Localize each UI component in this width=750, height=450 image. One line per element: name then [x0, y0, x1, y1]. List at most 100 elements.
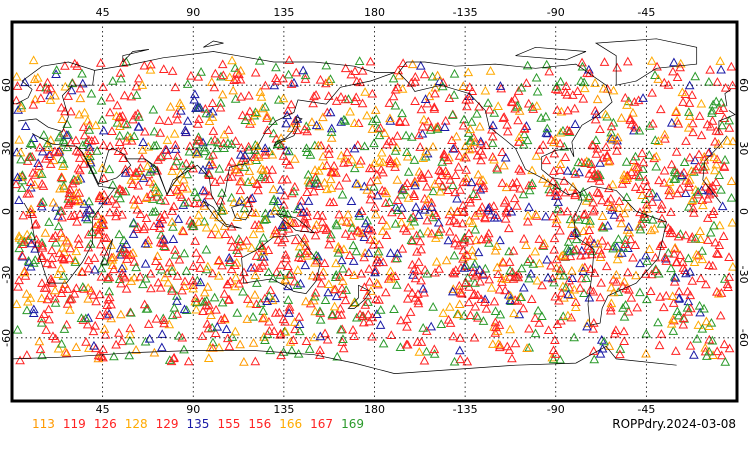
observation-marker [592, 171, 603, 181]
observation-marker [699, 151, 710, 161]
observation-marker [427, 212, 438, 222]
observation-marker [707, 260, 718, 270]
observation-marker [74, 153, 85, 162]
observation-marker [633, 95, 644, 105]
observation-marker [661, 290, 672, 300]
observation-marker [532, 86, 543, 96]
observation-marker [577, 61, 588, 71]
observation-marker [348, 256, 359, 265]
observation-marker [12, 81, 23, 90]
observation-marker [464, 82, 475, 91]
observation-marker [327, 310, 338, 320]
observation-marker [372, 175, 383, 185]
observation-marker [635, 258, 645, 268]
observation-marker [724, 343, 735, 353]
observation-marker [309, 332, 320, 342]
observation-marker [225, 255, 235, 265]
observation-marker [29, 179, 40, 189]
observation-marker [273, 196, 283, 206]
observation-marker [47, 245, 57, 255]
observation-marker [152, 165, 163, 175]
observation-marker [255, 298, 266, 307]
observation-marker [19, 237, 30, 246]
observation-marker [726, 192, 737, 202]
observation-marker [335, 303, 346, 313]
observation-marker [230, 281, 240, 291]
observation-marker [36, 198, 46, 207]
observation-marker [223, 138, 233, 148]
observation-marker [101, 233, 112, 242]
observation-marker [672, 168, 683, 177]
observation-marker [683, 122, 694, 132]
observation-marker [56, 102, 67, 112]
observation-marker [194, 114, 204, 123]
observation-marker [72, 216, 82, 226]
observation-marker [117, 268, 127, 278]
observation-marker [80, 212, 91, 222]
observation-marker [703, 235, 713, 244]
observation-marker [151, 186, 161, 196]
observation-marker [588, 323, 599, 333]
observation-marker [242, 294, 253, 303]
observation-marker [312, 255, 323, 265]
observation-marker [260, 174, 271, 184]
observation-marker [433, 217, 444, 227]
observation-marker [42, 84, 53, 94]
observation-marker [159, 315, 170, 325]
observation-marker [54, 132, 64, 142]
observation-marker [229, 197, 239, 207]
observation-marker [133, 180, 144, 190]
observation-marker [573, 214, 584, 224]
observation-marker [549, 137, 559, 147]
observation-marker [107, 75, 118, 85]
observation-marker [584, 244, 595, 254]
observation-marker [167, 217, 177, 226]
observation-marker [362, 110, 372, 120]
observation-marker [172, 114, 183, 124]
observation-marker [695, 273, 706, 283]
observation-marker [89, 264, 100, 274]
observation-marker [137, 145, 148, 154]
observation-marker [622, 100, 632, 109]
observation-marker [326, 229, 336, 239]
observation-marker [190, 236, 201, 245]
observation-marker [637, 148, 647, 158]
observation-marker [543, 325, 554, 335]
observation-marker [568, 181, 578, 191]
observation-marker [131, 81, 142, 91]
observation-marker [711, 159, 722, 169]
observation-marker [179, 197, 190, 207]
observation-marker [451, 131, 462, 141]
observation-marker [575, 283, 585, 292]
observation-marker [45, 90, 55, 100]
observation-marker [139, 126, 150, 136]
observation-marker [217, 260, 227, 270]
observation-marker [414, 130, 424, 140]
observation-marker [590, 78, 600, 87]
observation-marker [714, 240, 725, 249]
observation-marker [460, 260, 471, 269]
observation-marker [51, 69, 61, 78]
observation-marker [402, 147, 412, 157]
observation-marker [114, 121, 125, 131]
coastline [23, 133, 728, 284]
observation-marker [254, 240, 265, 250]
observation-marker [75, 93, 86, 103]
observation-marker [85, 146, 96, 155]
observation-marker [131, 168, 142, 177]
observation-marker [177, 225, 188, 235]
observation-marker [593, 172, 604, 182]
observation-marker [488, 120, 498, 130]
observation-marker [131, 344, 141, 354]
observation-marker [60, 347, 70, 356]
observation-marker [310, 306, 321, 316]
observation-marker [503, 223, 514, 233]
observation-marker [508, 273, 519, 283]
map-frame [10, 20, 739, 403]
observation-marker [298, 65, 309, 75]
observation-marker [243, 141, 254, 151]
observation-marker [453, 240, 464, 250]
observation-marker [694, 149, 704, 159]
observation-marker [654, 175, 664, 185]
observation-marker [418, 153, 429, 162]
